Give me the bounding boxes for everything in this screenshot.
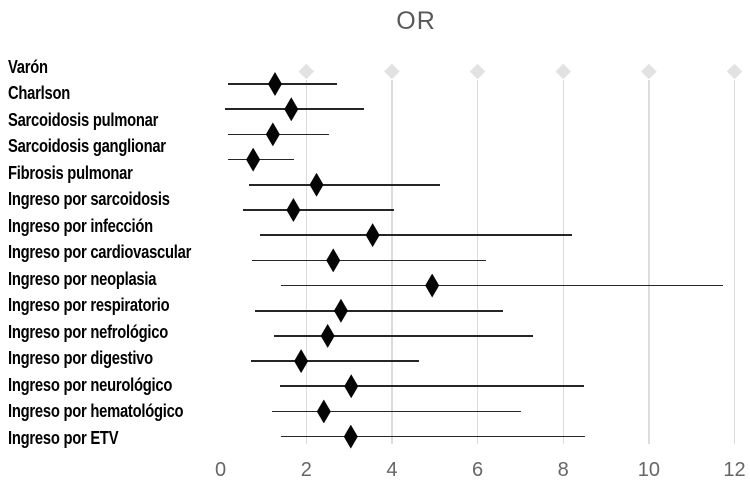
confidence-interval-line <box>251 259 486 262</box>
row-label: Ingreso por neurológico <box>8 374 173 395</box>
odds-ratio-diamond-marker <box>286 197 301 222</box>
x-axis-tick-label: 6 <box>472 459 484 481</box>
row-label: Varón <box>8 56 48 77</box>
odds-ratio-diamond-marker <box>246 147 261 172</box>
x-axis-tick-label: 8 <box>557 459 569 481</box>
x-axis-tick-label: 2 <box>300 459 312 481</box>
odds-ratio-diamond-marker <box>344 374 359 399</box>
confidence-interval-line <box>249 183 441 186</box>
gridline <box>648 80 650 444</box>
odds-ratio-diamond-marker <box>425 273 440 298</box>
gridline <box>391 80 393 444</box>
row-label: Charlson <box>8 83 71 104</box>
confidence-interval-line <box>280 284 724 287</box>
row-label: Ingreso por sarcoidosis <box>8 189 170 210</box>
row-label: Ingreso por nefrológico <box>8 321 168 342</box>
gridline-top-diamond-marker <box>726 63 743 80</box>
odds-ratio-diamond-marker <box>309 172 324 197</box>
odds-ratio-diamond-marker <box>316 399 331 424</box>
x-axis-tick-label: 12 <box>723 459 746 481</box>
confidence-interval-line <box>254 309 504 312</box>
odds-ratio-diamond-marker <box>326 248 341 273</box>
odds-ratio-diamond-marker <box>265 122 280 147</box>
gridline <box>733 80 736 444</box>
confidence-interval-line <box>250 360 420 362</box>
confidence-interval-line <box>280 435 586 438</box>
odds-ratio-diamond-marker <box>333 298 348 323</box>
gridline <box>305 80 307 444</box>
odds-ratio-diamond-marker <box>320 323 335 348</box>
row-label: Ingreso por hematológico <box>8 401 184 422</box>
gridline-top-diamond-marker <box>384 63 400 80</box>
odds-ratio-diamond-marker <box>365 223 380 248</box>
gridline-top-diamond-marker <box>641 63 657 80</box>
row-label: Ingreso por cardiovascular <box>8 242 192 263</box>
row-label: Ingreso por ETV <box>8 427 119 448</box>
row-label: Ingreso por neoplasia <box>8 268 157 289</box>
confidence-interval-line <box>227 83 337 85</box>
x-axis-tick-label: 0 <box>215 459 227 481</box>
row-label: Ingreso por digestivo <box>8 348 153 369</box>
row-label: Ingreso por respiratorio <box>8 295 170 316</box>
odds-ratio-diamond-marker <box>343 424 358 449</box>
gridline-top-diamond-marker <box>555 63 572 80</box>
gridline-top-diamond-marker <box>469 63 486 80</box>
confidence-interval-line <box>271 410 521 413</box>
confidence-interval-line <box>260 234 573 236</box>
confidence-interval-line <box>274 335 534 337</box>
gridline <box>476 80 479 444</box>
row-label: Fibrosis pulmonar <box>8 162 133 183</box>
row-label: Sarcoidosis pulmonar <box>8 109 159 130</box>
chart-title: OR <box>396 7 436 35</box>
row-label: Ingreso por infección <box>8 215 153 236</box>
row-label: Sarcoidosis ganglionar <box>8 136 166 157</box>
gridline-top-diamond-marker <box>298 63 315 80</box>
odds-ratio-diamond-marker <box>267 72 282 96</box>
confidence-interval-line <box>228 158 295 161</box>
odds-ratio-diamond-marker <box>284 97 299 122</box>
confidence-interval-line <box>280 385 585 388</box>
x-axis-tick-label: 10 <box>637 459 661 481</box>
odds-ratio-diamond-marker <box>294 349 309 374</box>
confidence-interval-line <box>242 209 395 211</box>
x-axis-tick-label: 4 <box>386 459 398 481</box>
gridline <box>562 80 564 444</box>
